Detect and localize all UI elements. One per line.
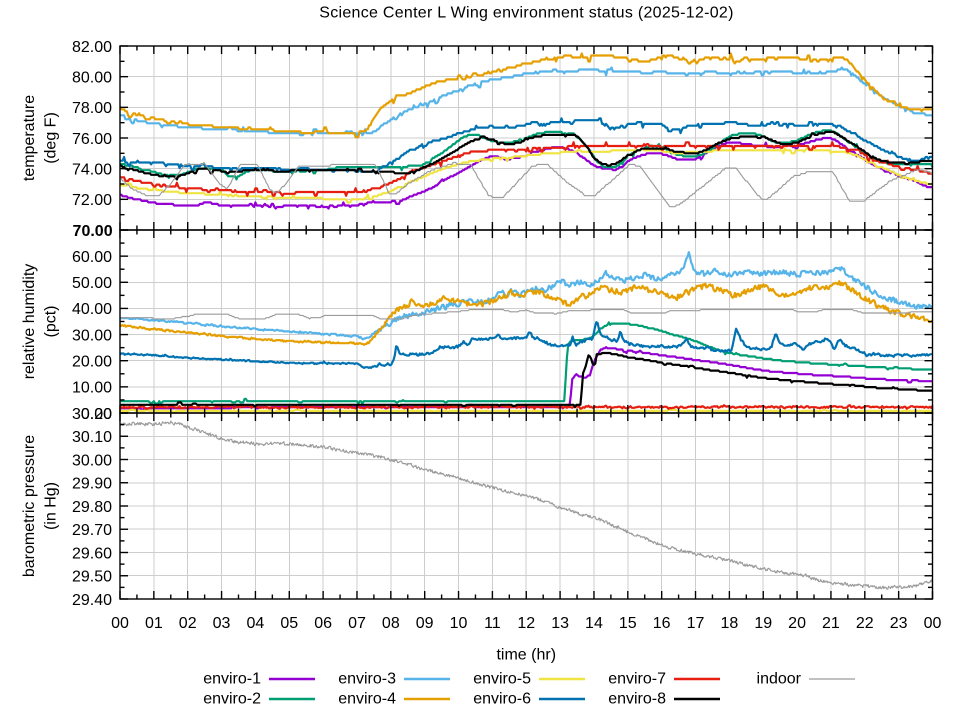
svg-text:relative humidity: relative humidity	[21, 264, 38, 380]
svg-text:06: 06	[314, 615, 332, 632]
svg-text:30.10: 30.10	[72, 429, 112, 446]
svg-text:18: 18	[720, 615, 738, 632]
svg-text:16: 16	[653, 615, 671, 632]
svg-text:50.00: 50.00	[72, 275, 112, 292]
svg-text:30.20: 30.20	[72, 406, 112, 423]
svg-text:01: 01	[145, 615, 163, 632]
svg-text:72.00: 72.00	[72, 192, 112, 209]
svg-text:indoor: indoor	[757, 671, 802, 688]
svg-text:23: 23	[890, 615, 908, 632]
svg-text:29.50: 29.50	[72, 569, 112, 586]
svg-text:enviro-6: enviro-6	[473, 691, 531, 708]
svg-text:17: 17	[687, 615, 705, 632]
svg-text:Science Center L Wing environm: Science Center L Wing environment status…	[319, 5, 733, 22]
svg-text:21: 21	[822, 615, 840, 632]
svg-text:11: 11	[484, 615, 501, 632]
svg-text:14: 14	[585, 615, 603, 632]
svg-text:60.00: 60.00	[72, 249, 112, 266]
svg-text:80.00: 80.00	[72, 69, 112, 86]
svg-text:enviro-5: enviro-5	[473, 671, 531, 688]
svg-text:30.00: 30.00	[72, 452, 112, 469]
svg-text:19: 19	[754, 615, 772, 632]
svg-text:29.80: 29.80	[72, 499, 112, 516]
svg-text:74.00: 74.00	[72, 161, 112, 178]
svg-text:20: 20	[788, 615, 806, 632]
svg-text:78.00: 78.00	[72, 100, 112, 117]
svg-text:29.60: 29.60	[72, 545, 112, 562]
svg-text:barometric pressure: barometric pressure	[21, 435, 38, 577]
svg-text:(deg F): (deg F)	[43, 112, 60, 164]
svg-text:20.00: 20.00	[72, 354, 112, 371]
svg-text:30.00: 30.00	[72, 327, 112, 344]
svg-text:(in Hg): (in Hg)	[43, 482, 60, 530]
svg-text:enviro-1: enviro-1	[203, 671, 261, 688]
svg-text:enviro-3: enviro-3	[338, 671, 396, 688]
svg-text:02: 02	[179, 615, 197, 632]
svg-text:76.00: 76.00	[72, 131, 112, 148]
svg-text:10: 10	[450, 615, 468, 632]
svg-text:05: 05	[280, 615, 298, 632]
svg-text:08: 08	[382, 615, 400, 632]
svg-text:enviro-8: enviro-8	[608, 691, 666, 708]
svg-text:22: 22	[856, 615, 874, 632]
svg-text:15: 15	[619, 615, 637, 632]
svg-text:12: 12	[517, 615, 535, 632]
svg-text:40.00: 40.00	[72, 301, 112, 318]
svg-text:82.00: 82.00	[72, 39, 112, 56]
svg-text:enviro-2: enviro-2	[203, 691, 261, 708]
svg-text:time (hr): time (hr)	[496, 646, 556, 663]
svg-text:(pct): (pct)	[43, 306, 60, 338]
svg-text:10.00: 10.00	[72, 380, 112, 397]
svg-text:04: 04	[247, 615, 265, 632]
svg-text:03: 03	[213, 615, 231, 632]
svg-text:29.90: 29.90	[72, 476, 112, 493]
svg-text:enviro-4: enviro-4	[338, 691, 396, 708]
svg-text:temperature: temperature	[21, 95, 38, 181]
svg-text:29.70: 29.70	[72, 522, 112, 539]
svg-text:0.00: 0.00	[81, 406, 112, 423]
svg-text:70.00: 70.00	[73, 223, 113, 240]
svg-text:00: 00	[924, 615, 942, 632]
svg-text:29.40: 29.40	[72, 592, 112, 609]
svg-text:00: 00	[111, 615, 129, 632]
svg-text:enviro-7: enviro-7	[608, 671, 666, 688]
svg-text:07: 07	[348, 615, 366, 632]
svg-text:09: 09	[416, 615, 434, 632]
svg-text:13: 13	[551, 615, 569, 632]
